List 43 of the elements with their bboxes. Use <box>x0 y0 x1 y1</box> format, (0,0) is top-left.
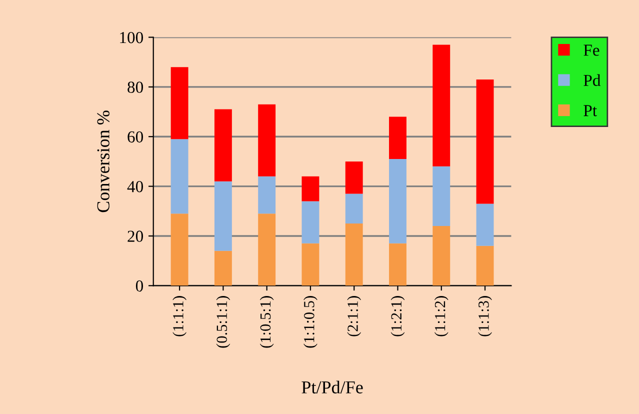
bar <box>345 224 363 286</box>
x-tick-label: (1:1:1) <box>172 296 186 336</box>
bar <box>345 194 363 224</box>
bar <box>214 181 232 251</box>
bar <box>302 243 320 286</box>
x-tick-label: (0.5:1:1) <box>216 296 230 348</box>
legend-label: Pt <box>584 105 597 116</box>
bar <box>432 166 450 226</box>
bar <box>258 176 276 214</box>
bar <box>432 44 450 166</box>
bar <box>170 214 188 286</box>
bar <box>476 246 494 286</box>
bar <box>258 104 276 176</box>
bar <box>476 204 494 246</box>
x-tick-label: (1:0.5:1) <box>260 296 274 348</box>
x-tick-label: (1:2:1) <box>390 296 405 336</box>
bar <box>389 243 406 286</box>
x-tick-label: (1:1:3) <box>478 296 492 336</box>
x-tick-label: (2:1:1) <box>347 296 362 336</box>
y-tick-label: 80 <box>128 82 143 93</box>
x-tick-label: (1:1:2) <box>434 296 448 336</box>
y-tick-label: 100 <box>120 32 143 44</box>
y-tick-label: 0 <box>136 280 143 292</box>
bar <box>345 161 363 194</box>
legend-label: Fe <box>584 44 600 56</box>
bar <box>389 116 406 159</box>
x-axis-title: Pt/Pd/Fe <box>302 380 363 394</box>
bar <box>170 139 188 214</box>
bar <box>389 158 406 244</box>
y-tick-label: 20 <box>128 230 143 242</box>
y-tick-label: 60 <box>128 131 143 143</box>
y-tick-label: 40 <box>127 181 143 192</box>
legend-label: Pd <box>584 74 601 86</box>
bar <box>214 109 232 182</box>
bar <box>170 67 188 140</box>
bar <box>476 79 494 204</box>
bar <box>432 226 450 286</box>
bar <box>214 250 232 286</box>
bar <box>302 201 320 244</box>
bar <box>302 176 320 202</box>
x-tick-label: (1:1:0.5) <box>304 296 318 348</box>
y-axis-title: Conversion % <box>97 110 110 212</box>
bar <box>258 214 276 286</box>
